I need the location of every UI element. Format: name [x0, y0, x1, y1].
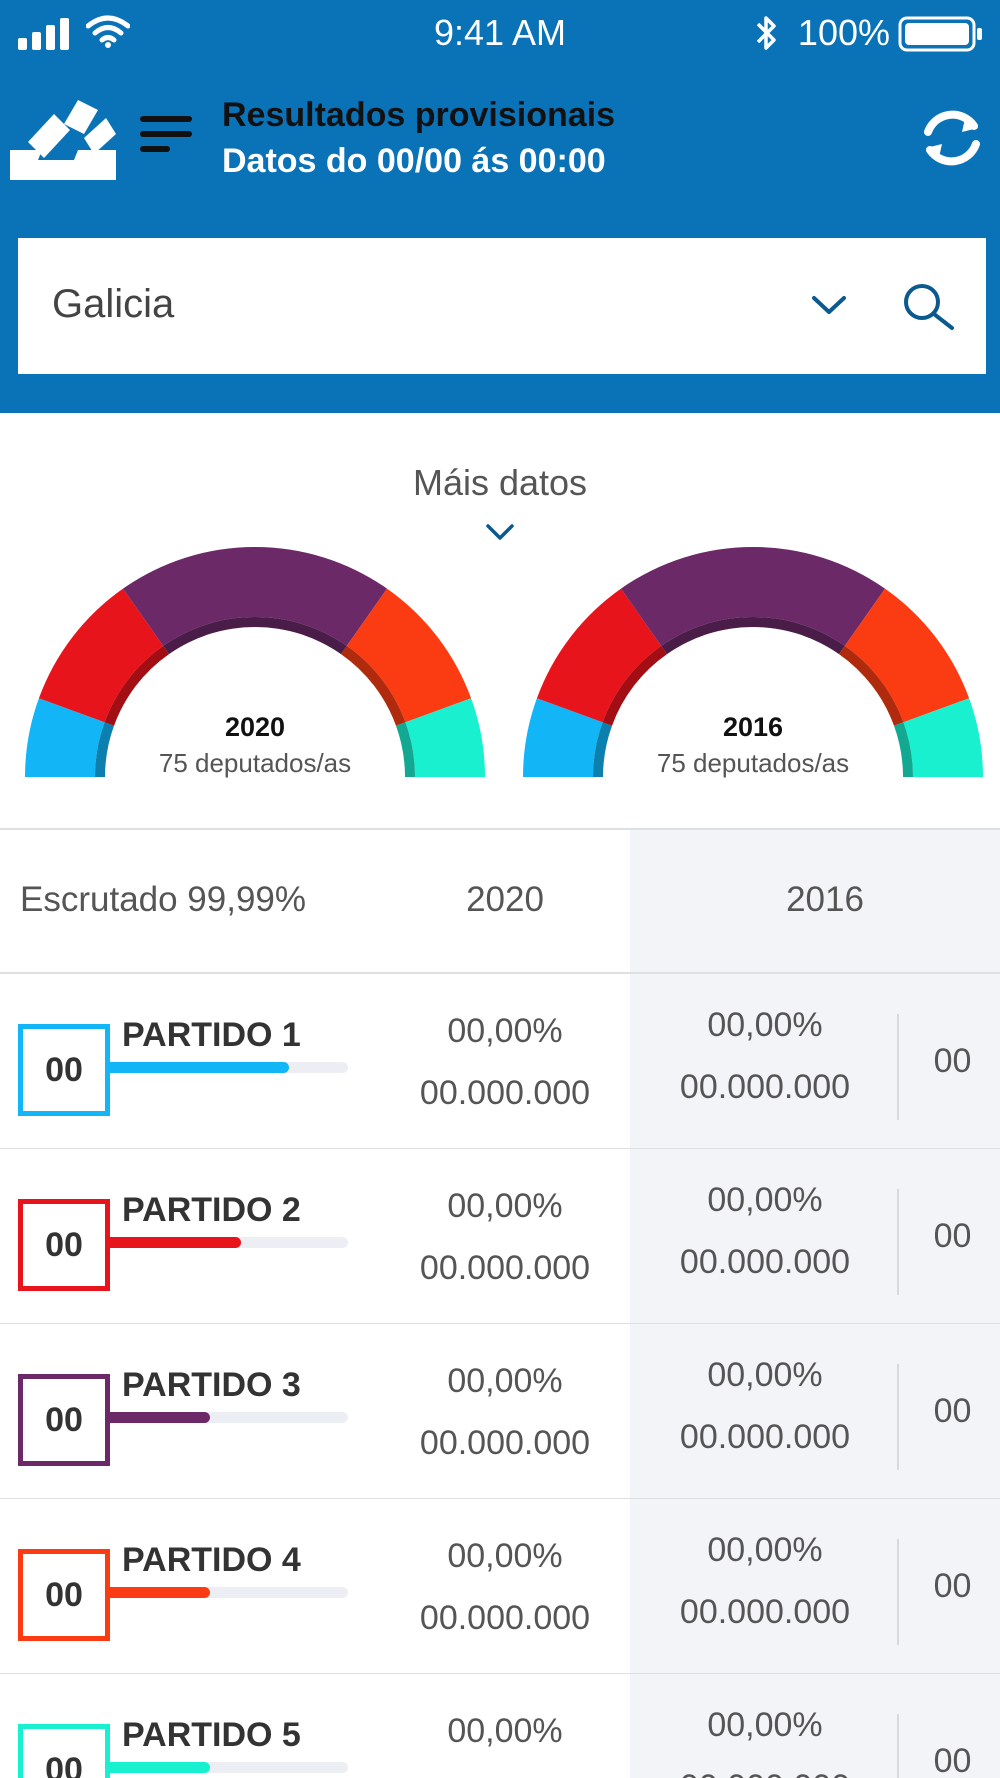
previous-election-column-background: [630, 828, 1000, 1778]
party-name: PARTIDO 2: [122, 1191, 301, 1229]
percentage-2016: 00,00%: [707, 1706, 823, 1744]
menu-button[interactable]: [140, 116, 192, 164]
wifi-icon: [86, 15, 130, 48]
row-divider: [0, 1148, 1000, 1149]
vote-bar-track: [110, 1412, 348, 1423]
vote-bar-track: [110, 1062, 348, 1073]
hemicycle-year: 2020: [224, 712, 286, 742]
seats-box: 00: [18, 1024, 110, 1116]
region-selector[interactable]: Galicia: [18, 238, 986, 374]
vote-bar-fill: [110, 1762, 210, 1773]
votes-2020: 00.000.000: [419, 1249, 591, 1287]
hemicycle-2016-chart: [523, 546, 983, 777]
party-name: PARTIDO 3: [122, 1366, 301, 1404]
column-separator: [897, 1364, 899, 1470]
region-selector-value: Galicia: [52, 282, 175, 326]
battery-icon: [898, 16, 982, 52]
percentage-2020: 00,00%: [447, 1012, 563, 1050]
status-bar: 9:41 AM 100%: [0, 0, 1000, 66]
votes-2016: 00.000.000: [679, 1068, 851, 1106]
bluetooth-icon: [756, 16, 776, 50]
party-name: PARTIDO 5: [122, 1716, 301, 1754]
party-name: PARTIDO 1: [122, 1016, 301, 1054]
app-header: Resultados provisionais Datos do 00/00 á…: [0, 66, 1000, 236]
column-separator: [897, 1539, 899, 1645]
seats-2016: 00: [933, 1567, 972, 1605]
vote-bar-fill: [110, 1062, 289, 1073]
row-divider: [0, 1673, 1000, 1674]
row-divider: [0, 1498, 1000, 1499]
more-data-toggle[interactable]: Máis datos: [412, 462, 588, 503]
row-divider: [0, 1323, 1000, 1324]
seats-2016: 00: [933, 1217, 972, 1255]
hemicycle-seats: 75 deputados/as: [158, 748, 352, 778]
vote-bar-track: [110, 1237, 348, 1248]
hemicycle-2020: 2020 75 deputados/as: [20, 540, 490, 780]
seats-box: 00: [18, 1724, 110, 1778]
vote-bar-fill: [110, 1587, 210, 1598]
refresh-icon[interactable]: [916, 102, 988, 174]
chevron-down-icon[interactable]: [804, 280, 854, 330]
seats-2016: 00: [933, 1392, 972, 1430]
column-header-2016: 2016: [786, 880, 864, 919]
table-row[interactable]: 00 PARTIDO 5 00,00% 00.000.000 00,00% 00…: [0, 1674, 1000, 1778]
votes-2016: 00.000.000: [679, 1418, 851, 1456]
signal-icon: [18, 18, 69, 50]
hemicycle-2020-chart: [25, 546, 485, 777]
ballot-box-logo-icon: [10, 100, 116, 180]
hemicycle-seats: 75 deputados/as: [656, 748, 850, 778]
seats-2016: 00: [933, 1042, 972, 1080]
percentage-2020: 00,00%: [447, 1362, 563, 1400]
votes-2020: 00.000.000: [380, 1774, 630, 1778]
votes-2016: 00.000.000: [679, 1593, 851, 1631]
search-icon[interactable]: [898, 276, 958, 336]
vote-bar-fill: [110, 1412, 210, 1423]
column-separator: [897, 1714, 899, 1778]
votes-2016: 00.000.000: [679, 1243, 851, 1281]
percentage-2016: 00,00%: [707, 1531, 823, 1569]
hemicycle-2016: 2016 75 deputados/as: [518, 540, 988, 780]
votes-2016: 00.000.000: [640, 1768, 890, 1778]
column-separator: [897, 1189, 899, 1295]
seats-box: 00: [18, 1374, 110, 1466]
table-row[interactable]: 00 PARTIDO 4 00,00% 00.000.000 00,00% 00…: [0, 1499, 1000, 1674]
column-header-2020: 2020: [466, 880, 544, 919]
hemicycle-year: 2016: [722, 712, 784, 742]
votes-2020: 00.000.000: [419, 1074, 591, 1112]
table-row[interactable]: 00 PARTIDO 3 00,00% 00.000.000 00,00% 00…: [0, 1324, 1000, 1499]
table-row[interactable]: 00 PARTIDO 2 00,00% 00.000.000 00,00% 00…: [0, 1149, 1000, 1324]
percentage-2016: 00,00%: [707, 1356, 823, 1394]
votes-2020: 00.000.000: [419, 1424, 591, 1462]
vote-bar-track: [110, 1762, 348, 1773]
seats-2016: 00: [933, 1742, 972, 1778]
percentage-2016: 00,00%: [707, 1006, 823, 1044]
percentage-2020: 00,00%: [447, 1187, 563, 1225]
vote-bar-fill: [110, 1237, 241, 1248]
page-subtitle: Datos do 00/00 ás 00:00: [222, 142, 606, 180]
scrutiny-label: Escrutado 99,99%: [20, 880, 307, 919]
page-title: Resultados provisionais: [222, 96, 615, 134]
chevron-down-icon[interactable]: [484, 520, 516, 544]
votes-2020: 00.000.000: [419, 1599, 591, 1637]
seats-box: 00: [18, 1549, 110, 1641]
battery-percentage: 100%: [797, 12, 890, 53]
table-divider: [0, 972, 1000, 974]
table-divider: [0, 828, 1000, 830]
table-row[interactable]: 00 PARTIDO 1 00,00% 00.000.000 00,00% 00…: [0, 974, 1000, 1149]
percentage-2020: 00,00%: [447, 1537, 563, 1575]
percentage-2016: 00,00%: [707, 1181, 823, 1219]
seats-box: 00: [18, 1199, 110, 1291]
column-separator: [897, 1014, 899, 1120]
party-name: PARTIDO 4: [122, 1541, 301, 1579]
status-time: 9:41 AM: [433, 12, 567, 53]
percentage-2020: 00,00%: [447, 1712, 563, 1750]
vote-bar-track: [110, 1587, 348, 1598]
